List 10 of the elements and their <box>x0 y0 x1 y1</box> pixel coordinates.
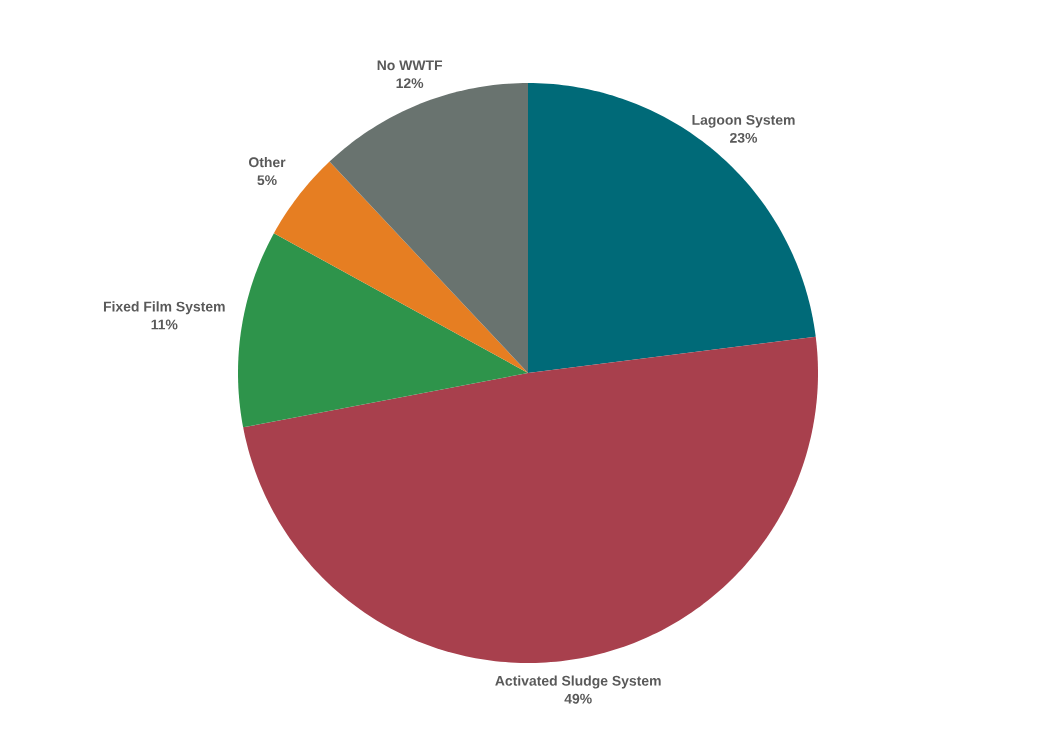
data-label: 5% <box>257 175 277 186</box>
data-label: 23% <box>730 132 758 143</box>
slice-label: Lagoon System <box>692 114 795 128</box>
slice-label: Fixed Film System <box>103 301 225 315</box>
slice-label: No WWTF <box>377 60 443 71</box>
data-label: 12% <box>396 78 424 89</box>
data-label: 49% <box>564 693 592 704</box>
data-label: 11% <box>151 319 178 330</box>
slice-label: Other <box>248 156 286 168</box>
slice-label: Activated Sludge System <box>495 675 661 689</box>
